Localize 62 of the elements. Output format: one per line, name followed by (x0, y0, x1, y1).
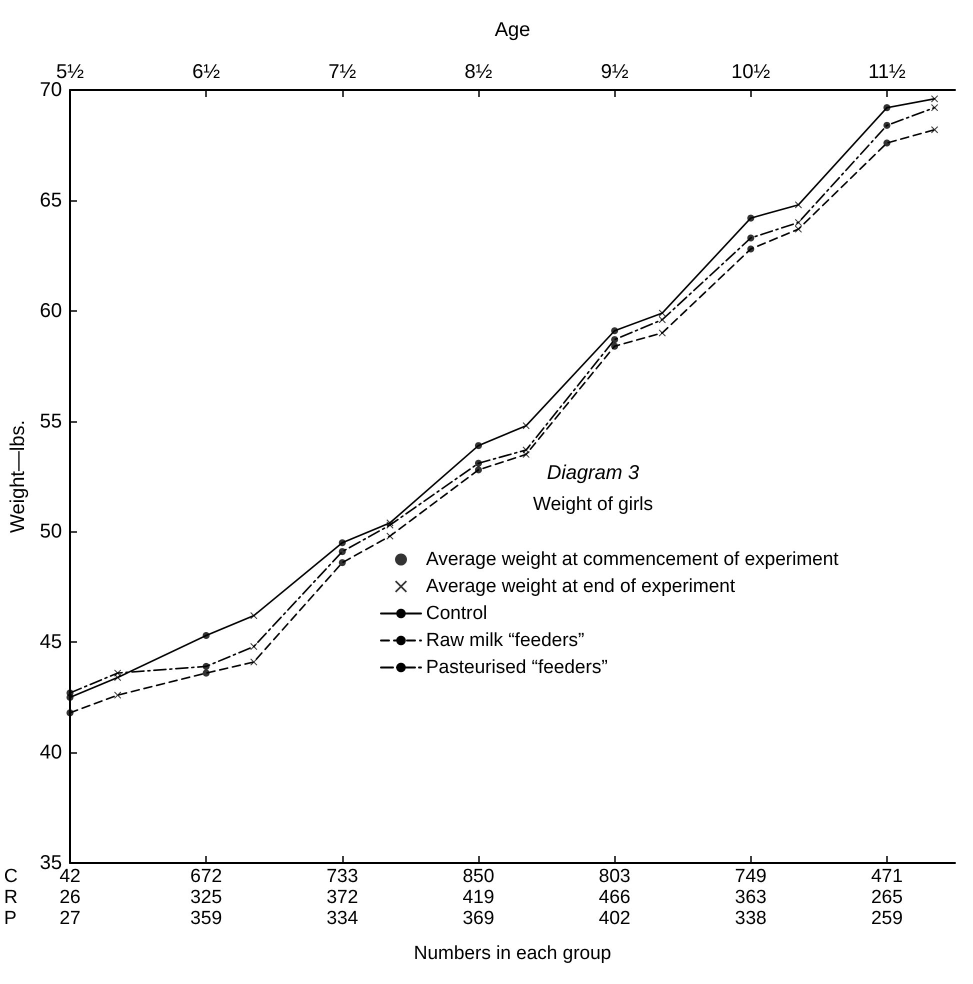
x-tick-label: 11½ (868, 61, 906, 83)
legend-label: Control (426, 603, 488, 624)
text: Diagram 3 (546, 462, 640, 484)
point (794, 219, 802, 226)
y-tick-label: 45 (40, 631, 62, 654)
point (202, 632, 210, 640)
point (611, 327, 618, 334)
y-axis-title: Weight—lbs. (7, 420, 29, 534)
x-tick-label: 9½ (600, 61, 629, 83)
point (474, 442, 482, 450)
point (747, 234, 754, 242)
x-tick-label: 8½ (464, 61, 493, 83)
point (522, 422, 530, 430)
text: R 26 325 372 419 466 363 265 (4, 887, 903, 908)
point (386, 532, 394, 540)
point (611, 336, 618, 344)
point (658, 329, 666, 336)
point (658, 310, 666, 317)
x-axis-title: Age (494, 19, 530, 41)
point (250, 612, 258, 620)
text: P 27 359 334 369 402 338 259 (4, 908, 903, 929)
legend-label: Raw milk “feeders” (426, 630, 584, 651)
point (338, 548, 346, 556)
text: Weight of girls (532, 494, 654, 515)
point (338, 559, 346, 566)
point (202, 670, 210, 677)
x-tick-label: 10½ (731, 61, 771, 83)
point (658, 316, 666, 324)
point (611, 342, 618, 350)
point (386, 522, 394, 529)
point (931, 104, 938, 112)
point (747, 214, 754, 222)
point (338, 539, 346, 546)
point (114, 692, 122, 699)
point (202, 662, 210, 670)
point (66, 689, 74, 696)
point (474, 466, 482, 474)
point (883, 104, 890, 112)
y-tick-label: 55 (40, 410, 62, 432)
point (747, 246, 754, 253)
y-tick-label: 40 (40, 742, 62, 764)
point (114, 670, 122, 677)
point (794, 226, 802, 233)
legend-label: Pasteurised “feeders” (426, 657, 608, 678)
y-tick-label: 65 (40, 189, 62, 212)
point (250, 643, 258, 650)
x-tick-label: 6½ (192, 61, 220, 83)
x-tick-label: 7½ (328, 61, 357, 83)
point (474, 460, 482, 467)
point (883, 140, 890, 147)
point (66, 709, 74, 716)
point (931, 126, 938, 134)
point (250, 658, 258, 666)
point (522, 446, 530, 454)
y-tick-label: 50 (40, 520, 62, 543)
point (931, 95, 938, 102)
y-tick-label: 60 (40, 300, 62, 322)
point (883, 122, 890, 129)
legend-label: Average weight at end of experiment (426, 576, 736, 597)
point (794, 201, 802, 208)
text: Numbers in each group (414, 943, 612, 964)
legend-label: Average weight at commencement of experiment (426, 549, 840, 570)
